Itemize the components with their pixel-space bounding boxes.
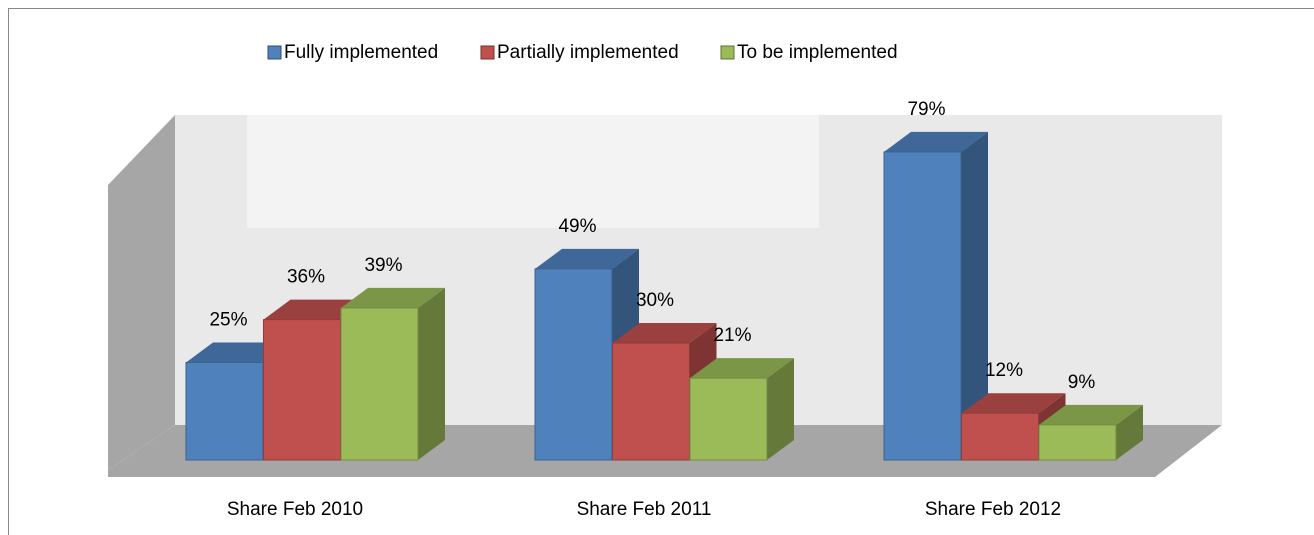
bar xyxy=(340,307,419,461)
bar xyxy=(612,342,690,461)
legend-label: Fully implemented xyxy=(284,42,438,63)
bar-top xyxy=(884,131,988,152)
legend-label: To be implemented xyxy=(737,42,898,63)
data-label: 36% xyxy=(287,267,325,288)
legend-swatch xyxy=(480,45,495,60)
data-label: 9% xyxy=(1068,372,1096,393)
bar-side xyxy=(767,358,794,460)
bar-top xyxy=(961,393,1066,414)
data-label: 79% xyxy=(907,99,945,120)
x-tick-label: Share Feb 2011 xyxy=(577,499,712,520)
bar xyxy=(534,268,613,461)
data-label: 21% xyxy=(713,325,751,346)
bar-side xyxy=(1116,404,1143,460)
data-label: 25% xyxy=(209,310,247,331)
data-label: 49% xyxy=(558,216,596,237)
bar-top xyxy=(341,287,445,308)
bar xyxy=(263,319,341,461)
bar-side xyxy=(418,287,445,460)
legend-swatch xyxy=(267,45,282,60)
bar xyxy=(961,412,1039,461)
bar xyxy=(185,362,264,461)
data-label: 30% xyxy=(636,290,674,311)
legend-label: Partially implemented xyxy=(497,42,679,63)
legend-swatch xyxy=(720,45,735,60)
data-label: 12% xyxy=(985,360,1023,381)
back-wall-highlight xyxy=(247,115,819,228)
bar-top xyxy=(690,358,794,379)
bar-top xyxy=(1039,404,1143,425)
bar xyxy=(1038,424,1117,461)
x-tick-label: Share Feb 2012 xyxy=(925,499,1061,520)
bar-side xyxy=(961,131,988,460)
data-label: 39% xyxy=(364,255,402,276)
x-tick-label: Share Feb 2010 xyxy=(227,499,363,520)
bar-top xyxy=(612,323,717,343)
bar xyxy=(883,151,962,461)
side-wall xyxy=(108,115,175,470)
bar-top xyxy=(535,248,639,269)
bar xyxy=(689,377,768,461)
